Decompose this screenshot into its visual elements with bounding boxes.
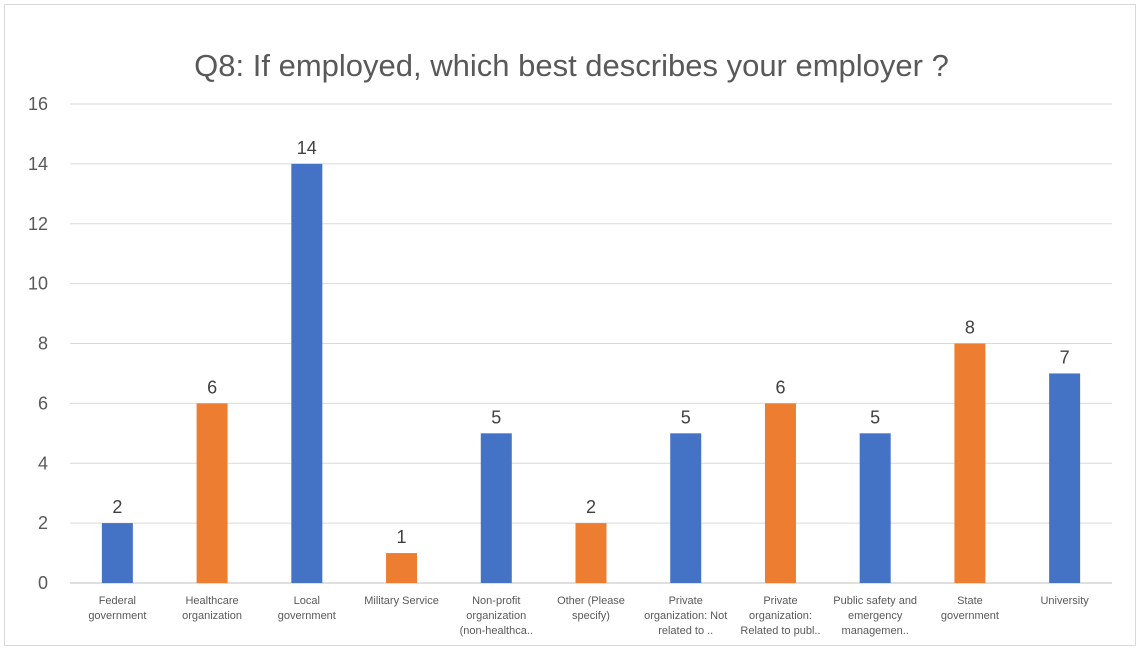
bar (291, 163, 323, 583)
bar (386, 553, 418, 583)
y-tick-label: 8 (38, 334, 48, 354)
x-tick-label-line: Military Service (364, 595, 439, 607)
x-tick-label-line: government (88, 610, 146, 622)
x-tick-label-line: Related to publ.. (740, 625, 820, 637)
x-tick-label-line: Federal (99, 595, 136, 607)
bar (480, 433, 512, 583)
y-tick-label: 6 (38, 393, 48, 413)
x-tick-label: University (1040, 595, 1089, 607)
data-label: 7 (1060, 347, 1070, 367)
x-tick-label: Non-profit organization (non-healthca.. (460, 595, 533, 637)
x-tick-label-line: Local (294, 595, 320, 607)
bar (575, 523, 607, 583)
bar (196, 403, 228, 583)
x-tick-label-line: organization (466, 610, 526, 622)
y-tick-label: 0 (38, 573, 48, 593)
data-label: 6 (775, 377, 785, 397)
x-tick-label-line: related to .. (658, 625, 713, 637)
x-tick-label-line: managemen.. (842, 625, 909, 637)
x-tick-label-line: specify) (572, 610, 610, 622)
x-tick-label-line: organization (182, 610, 242, 622)
data-label: 8 (965, 318, 975, 338)
x-tick-label: Healthcare organization (182, 595, 242, 622)
x-tick-label-line: Private (669, 595, 703, 607)
x-tick-label-line: government (941, 610, 999, 622)
y-tick-label: 14 (28, 154, 48, 174)
bar (670, 433, 702, 583)
data-label: 1 (397, 527, 407, 547)
x-tick-label-line: emergency (848, 610, 903, 622)
x-tick-label: Private organization: Not related to .. (644, 595, 727, 637)
bar (954, 343, 986, 583)
y-tick-label: 16 (28, 94, 48, 114)
x-tick-label: Public safety and emergency managemen.. (833, 595, 917, 637)
x-tick-label-line: University (1040, 595, 1089, 607)
y-tick-label: 10 (28, 274, 48, 294)
x-tick-label-line: Other (Please (557, 595, 625, 607)
x-tick-label-line: organization: (749, 610, 812, 622)
data-label: 6 (207, 377, 217, 397)
data-label: 2 (112, 497, 122, 517)
x-tick-label: Private organization: Related to publ.. (740, 595, 820, 637)
x-tick-label-line: Non-profit (472, 595, 520, 607)
x-tick-label: Federal government (88, 595, 146, 622)
x-tick-label-line: Private (763, 595, 797, 607)
data-label: 5 (491, 407, 501, 427)
x-tick-label: Local government (278, 595, 336, 622)
x-tick-label: State government (941, 595, 999, 622)
data-label: 2 (586, 497, 596, 517)
x-tick-label-line: government (278, 610, 336, 622)
x-tick-label-line: (non-healthca.. (460, 625, 533, 637)
y-tick-label: 4 (38, 453, 48, 473)
data-label: 5 (681, 407, 691, 427)
bar (859, 433, 891, 583)
bar (764, 403, 796, 583)
x-tick-label-line: State (957, 595, 983, 607)
x-tick-label: Other (Please specify) (557, 595, 625, 622)
bar (101, 523, 133, 583)
y-tick-label: 2 (38, 513, 48, 533)
data-label: 5 (870, 407, 880, 427)
y-tick-label: 12 (28, 214, 48, 234)
chart-frame (4, 4, 1136, 646)
x-tick-label-line: organization: Not (644, 610, 727, 622)
x-tick-label-line: Healthcare (185, 595, 238, 607)
chart-title: Q8: If employed, which best describes yo… (194, 48, 949, 83)
x-tick-label: Military Service (364, 595, 439, 607)
x-tick-label-line: Public safety and (833, 595, 917, 607)
data-label: 14 (297, 138, 317, 158)
bar (1049, 373, 1081, 583)
